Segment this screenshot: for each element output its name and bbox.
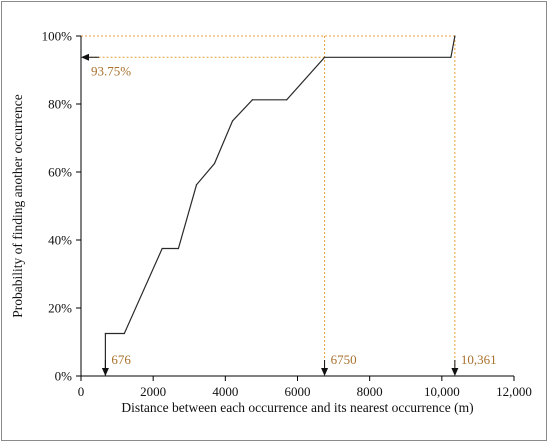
down-arrow-icon — [451, 368, 459, 376]
down-arrow-icon — [321, 368, 329, 376]
data-point — [323, 56, 326, 58]
data-point — [177, 247, 180, 250]
data-point — [454, 35, 456, 37]
data-point — [286, 99, 288, 101]
data-point — [195, 184, 198, 186]
data-point — [231, 120, 234, 122]
x-marker-label: 10,361 — [461, 352, 497, 367]
data-point — [251, 99, 253, 101]
y-tick-label: 100% — [42, 29, 73, 44]
data-point — [213, 162, 216, 165]
data-point — [450, 56, 452, 58]
y-tick-label: 80% — [48, 97, 72, 112]
data-point — [104, 332, 106, 335]
y-tick-label: 20% — [48, 301, 72, 316]
y-tick-label: 40% — [48, 233, 72, 248]
y-marker-label: 93.75% — [91, 63, 131, 78]
series-line — [104, 35, 456, 376]
x-tick-label: 12,000 — [496, 384, 532, 399]
x-marker-label: 6750 — [331, 352, 357, 367]
x-tick-label: 4000 — [212, 384, 238, 399]
x-tick-label: 2000 — [140, 384, 166, 399]
x-tick-label: 6000 — [285, 384, 311, 399]
annotations: 676 6750 10,361 93.75% — [81, 53, 497, 376]
data-point — [123, 332, 125, 335]
x-tick-label: 8000 — [357, 384, 383, 399]
ticks: 0 2000 4000 6000 8000 10,000 12,000 0% 20% 40% 60%… — [42, 29, 532, 400]
y-axis-title: Probability of finding another occurrenc… — [10, 94, 25, 317]
data-point — [161, 247, 163, 250]
x-marker-label: 676 — [111, 352, 131, 367]
x-axis-title: Distance between each occurrence and its… — [121, 400, 473, 415]
series-group — [104, 35, 456, 377]
x-tick-label: 0 — [78, 384, 85, 399]
y-tick-label: 60% — [48, 165, 72, 180]
y-tick-label: 0% — [55, 369, 73, 384]
left-arrow-icon — [81, 53, 89, 61]
down-arrow-icon — [101, 368, 109, 376]
guide-lines — [81, 35, 456, 370]
x-tick-label: 10,000 — [424, 384, 460, 399]
